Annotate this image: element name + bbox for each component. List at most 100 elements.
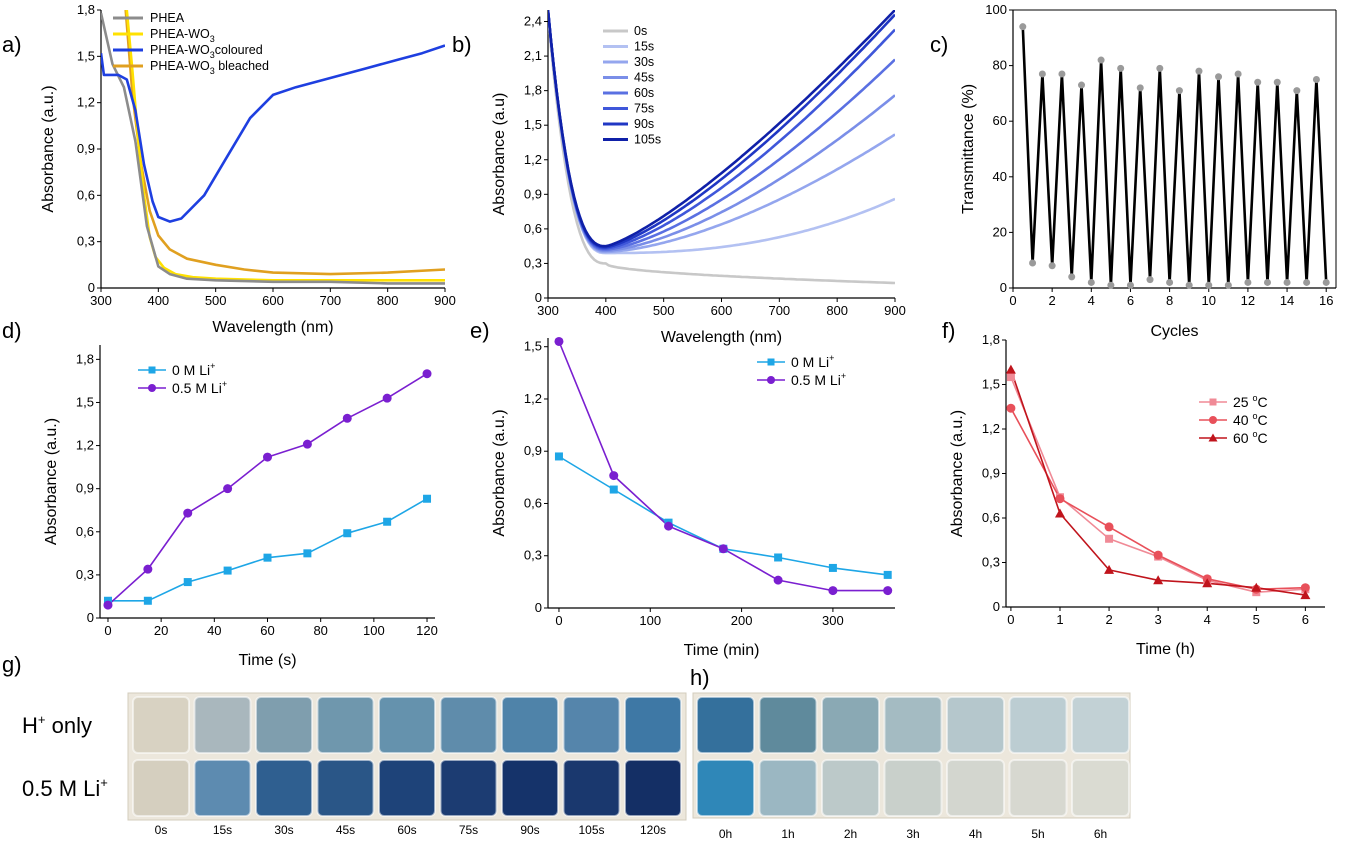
sample-tile — [439, 759, 498, 817]
x-tick-label: 900 — [884, 303, 906, 318]
x-tick-label: 4 — [1204, 612, 1211, 627]
x-tick-label: 500 — [205, 293, 227, 308]
y-tick-label: 1,8 — [982, 332, 1000, 347]
data-point — [1146, 276, 1154, 284]
x-tick-label: 300 — [822, 613, 844, 628]
photo-g: 0s 15s 30s 45s 60s 75s 90s 105s 120s H+ only 0.5 M… — [22, 692, 687, 837]
y-tick-label: 1,8 — [77, 2, 95, 17]
y-tick-label: 1,5 — [77, 48, 95, 63]
sample-time-label: 1h — [781, 827, 794, 841]
data-point — [1055, 494, 1065, 504]
data-point — [828, 586, 838, 596]
y-axis-title: Absorbance (a.u.) — [40, 85, 57, 212]
sample-tile — [193, 759, 252, 817]
sample-tile — [501, 696, 559, 754]
data-point — [1078, 81, 1086, 89]
sample-tile — [946, 759, 1005, 817]
y-tick-label: 1,8 — [76, 351, 94, 366]
y-tick-label: 0 — [993, 599, 1000, 614]
x-axis-title: Time (min) — [684, 642, 760, 659]
legend-marker — [1209, 416, 1217, 424]
series-line — [125, 10, 445, 282]
data-point — [1303, 278, 1311, 286]
y-tick-label: 1,2 — [76, 438, 94, 453]
data-point — [1068, 273, 1076, 281]
data-point — [183, 578, 192, 587]
y-tick-label: 0,3 — [524, 548, 542, 563]
legend-label: 75s — [634, 102, 654, 116]
data-point — [103, 600, 113, 610]
panel-label-e: e) — [470, 318, 490, 343]
data-point — [1215, 73, 1223, 81]
y-axis-title: Absorbance (a.u.) — [949, 410, 966, 537]
y-tick-label: 0,9 — [76, 481, 94, 496]
series-line — [101, 44, 445, 223]
sample-time-label: 45s — [336, 823, 355, 837]
sample-time-label: 105s — [578, 823, 604, 837]
data-point — [1038, 70, 1046, 78]
sample-time-label: 0s — [155, 823, 168, 837]
sample-tile — [821, 759, 880, 817]
sample-tile — [883, 759, 943, 817]
data-point — [1126, 281, 1134, 289]
plot-area-a — [101, 10, 445, 285]
x-tick-label: 600 — [711, 303, 733, 318]
y-tick-label: 0 — [535, 290, 542, 305]
data-point — [554, 336, 564, 346]
sample-tile — [439, 696, 498, 754]
x-axis-title: Time (h) — [1136, 641, 1195, 658]
sample-time-label: 15s — [213, 823, 232, 837]
series-line — [108, 498, 428, 602]
data-point — [1300, 583, 1310, 593]
legend-label: 0 M Li+ — [172, 361, 215, 378]
legend-marker — [767, 376, 775, 384]
y-tick-label: 1,2 — [524, 391, 542, 406]
sample-tile — [132, 696, 190, 754]
data-point — [1006, 403, 1016, 413]
y-tick-label: 0,6 — [77, 187, 95, 202]
y-tick-label: 0,9 — [524, 443, 542, 458]
legend-marker — [767, 358, 775, 366]
x-tick-label: 5 — [1253, 612, 1260, 627]
data-point — [383, 517, 392, 526]
data-point — [1244, 278, 1252, 286]
series-line — [548, 15, 895, 285]
x-axis-title: Time (s) — [238, 652, 296, 669]
chart-f: 0 1 2 3 4 5 6 0 0,3 0,6 0,9 1,2 1,5 1,8 Time (h) Absorb… — [949, 332, 1325, 658]
x-tick-label: 6 — [1127, 293, 1134, 308]
data-point — [773, 575, 783, 585]
y-tick-label: 1,2 — [77, 95, 95, 110]
panel-label-f: f) — [942, 318, 955, 343]
series-line — [558, 455, 888, 576]
legend-label: 60s — [634, 86, 654, 100]
y-tick-label: 0,9 — [524, 186, 542, 201]
x-tick-label: 300 — [90, 293, 112, 308]
chart-a: 300 400 500 600 700 800 900 0 0,3 0,6 0,9 1,2 1,5 1,8… — [40, 2, 456, 336]
legend-marker — [148, 384, 156, 392]
data-point — [1153, 550, 1163, 560]
x-tick-label: 10 — [1202, 293, 1216, 308]
data-point — [1283, 278, 1291, 286]
sample-tile — [696, 696, 755, 754]
data-point — [342, 413, 352, 423]
x-tick-label: 200 — [731, 613, 753, 628]
y-tick-label: 2,4 — [524, 14, 542, 29]
sample-tile — [1008, 759, 1068, 817]
y-tick-label: 0,6 — [524, 495, 542, 510]
y-tick-label: 0,3 — [982, 555, 1000, 570]
legend-label: 105s — [634, 133, 661, 147]
sample-tile — [132, 759, 190, 817]
panel-label-c: c) — [930, 32, 948, 57]
x-tick-label: 12 — [1241, 293, 1255, 308]
y-tick-label: 1,8 — [524, 83, 542, 98]
sample-tile — [821, 696, 880, 754]
data-point — [1097, 56, 1105, 64]
sample-tile — [193, 696, 252, 754]
y-axis-title: Transmittance (%) — [960, 84, 977, 214]
data-point — [1263, 278, 1271, 286]
x-tick-label: 0 — [1007, 612, 1014, 627]
sample-time-label: 90s — [520, 823, 539, 837]
x-tick-label: 20 — [154, 623, 168, 638]
row-label: 0.5 M Li+ — [22, 775, 108, 801]
x-tick-label: 8 — [1166, 293, 1173, 308]
